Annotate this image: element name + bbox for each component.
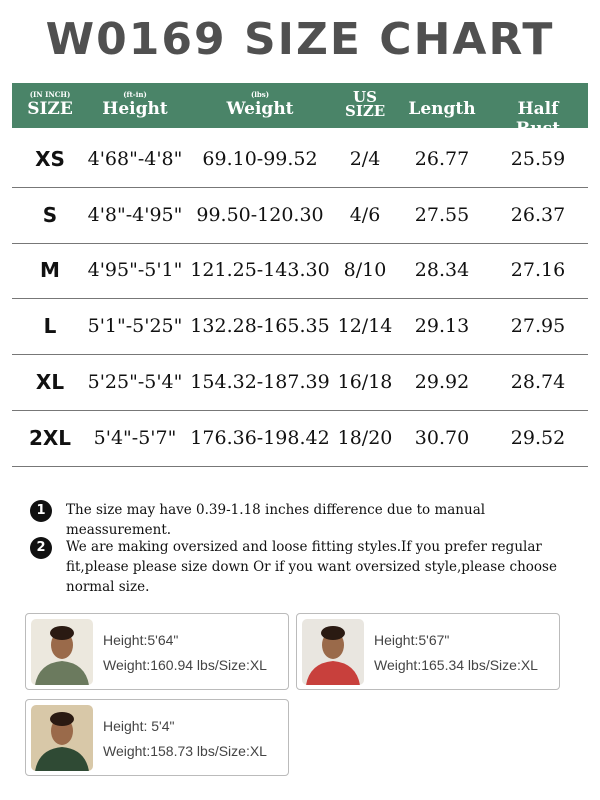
table-cell: 121.25-143.30 [190,259,330,282]
table-cell: 28.34 [414,259,470,282]
model-card: Height: 5'4" Weight:158.73 lbs/Size:XL [25,699,289,776]
column-label: Half Bust [515,99,561,139]
table-cell: XS [35,147,65,171]
table-cell: 27.95 [510,315,566,338]
column-header: US SIZE [345,83,385,128]
table-cell: 16/18 [337,370,393,393]
table-cell: 5'25"-5'4" [87,370,183,393]
table-cell: 28.74 [510,370,566,393]
table-cell: 5'4"-5'7" [93,426,177,449]
column-unit [513,90,563,99]
table-cell: 176.36-198.42 [190,426,330,449]
model-photo [31,619,93,685]
table-cell: 26.77 [414,148,470,170]
column-label: Height [102,99,168,119]
note-1: 1 The size may have 0.39-1.18 inches dif… [30,500,585,540]
model-photo [31,705,93,771]
table-cell: 154.32-187.39 [190,370,330,393]
model-card: Height:5'67" Weight:165.34 lbs/Size:XL [296,613,560,690]
column-header: Length [408,83,475,128]
table-cell: 26.37 [510,203,566,226]
table-row: XS 4'68"-4'8" 69.10-99.52 2/4 26.77 25.59 [12,132,588,188]
model-weight-size: Weight:158.73 lbs/Size:XL [103,743,267,759]
column-label: US SIZE [345,88,386,120]
model-weight-size: Weight:160.94 lbs/Size:XL [103,657,267,673]
model-height: Height:5'64" [103,632,179,648]
table-cell: 69.10-99.52 [202,148,318,170]
column-unit: (IN INCH) [29,90,71,99]
table-cell: 2XL [28,425,72,450]
column-unit [408,90,475,99]
table-cell: 132.28-165.35 [190,315,330,338]
table-cell: 4'95"-5'1" [87,259,183,282]
column-label: Length [408,99,476,119]
column-label: SIZE [27,99,73,119]
table-cell: 4'8"-4'95" [87,203,183,226]
number-badge: 1 [30,500,52,522]
number-badge: 2 [30,537,52,559]
table-cell: 5'1"-5'25" [87,315,183,338]
table-cell: 2/4 [349,148,381,170]
column-unit: (ft-in) [123,90,147,99]
table-row: L 5'1"-5'25" 132.28-165.35 12/14 29.13 27.95 [12,299,588,356]
table-row: S 4'8"-4'95" 99.50-120.30 4/6 27.55 26.37 [12,188,588,244]
model-card: Height:5'64" Weight:160.94 lbs/Size:XL [25,613,289,690]
model-height: Height: 5'4" [103,718,175,734]
table-cell: 4'68"-4'8" [87,148,183,170]
table-row: XL 5'25"-5'4" 154.32-187.39 16/18 29.92 28.74 [12,355,588,411]
table-cell: 29.92 [414,370,470,393]
column-header: Half Bust [513,83,563,139]
table-cell: 29.13 [414,315,470,338]
table-row: M 4'95"-5'1" 121.25-143.30 8/10 28.34 27.16 [12,243,588,300]
table-cell: 30.70 [414,426,470,449]
page-title: W0169 SIZE CHART [45,14,555,65]
table-cell: 29.52 [510,426,566,449]
table-cell: M [40,258,60,283]
table-cell: L [43,314,57,339]
model-weight-size: Weight:165.34 lbs/Size:XL [374,657,538,673]
table-cell: 27.55 [414,203,470,226]
table-cell: 99.50-120.30 [196,203,324,226]
table-cell: 12/14 [337,315,393,338]
column-header: (IN INCH) SIZE [27,83,73,128]
note-2: 2 We are making oversized and loose fitt… [30,537,585,597]
column-header: (ft-in) Height [102,83,167,128]
table-cell: S [42,202,58,227]
column-unit: (lbs) [250,90,270,99]
column-label: Weight [226,99,294,119]
model-photo [302,619,364,685]
table-header: (IN INCH) SIZE (ft-in) Height (lbs) Weight US … [12,83,588,139]
table-cell: 4/6 [349,203,381,226]
table-row: 2XL 5'4"-5'7" 176.36-198.42 18/20 30.70 29.52 [12,411,588,467]
model-height: Height:5'67" [374,632,450,648]
table-cell: XL [35,369,65,394]
table-cell: 8/10 [343,259,387,282]
note-text: The size may have 0.39-1.18 inches diffe… [66,502,486,538]
table-cell: 27.16 [510,259,566,282]
table-cell: 25.59 [510,148,566,170]
note-text: We are making oversized and loose fittin… [66,539,557,595]
table-cell: 18/20 [337,426,393,449]
column-header: (lbs) Weight [226,83,293,128]
